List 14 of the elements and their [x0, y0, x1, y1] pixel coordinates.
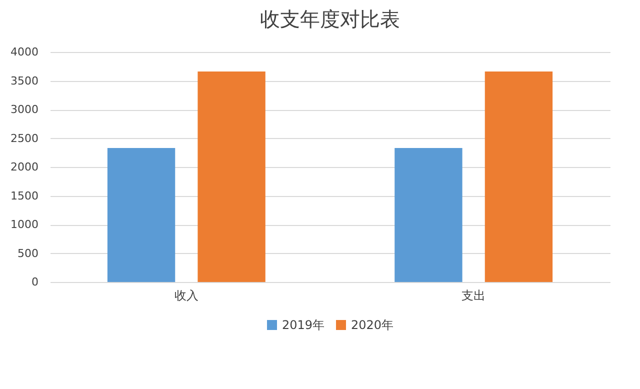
legend-label: 2020年 [351, 318, 394, 332]
y-tick-label: 3500 [10, 74, 38, 88]
x-tick-label: 收入 [174, 288, 198, 302]
y-tick-label: 1000 [10, 218, 38, 231]
y-tick-label: 500 [18, 246, 38, 260]
y-tick-label: 2500 [10, 132, 38, 145]
chart-title: 收支年度对比表 [260, 7, 400, 31]
x-tick-label: 支出 [462, 288, 486, 302]
legend-label: 2019年 [282, 318, 325, 332]
y-tick-label: 2000 [10, 160, 38, 174]
y-tick-label: 0 [32, 276, 38, 288]
y-tick-label: 1500 [10, 189, 38, 202]
y-tick-label: 3000 [10, 103, 38, 116]
y-tick-label: 4000 [10, 46, 38, 58]
